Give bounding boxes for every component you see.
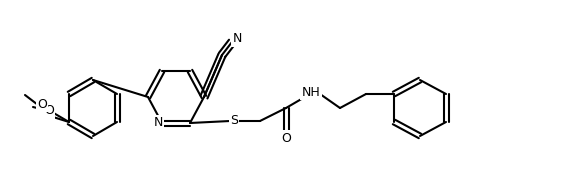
Text: N: N: [153, 117, 162, 129]
Text: S: S: [230, 114, 238, 128]
Text: NH: NH: [302, 85, 320, 98]
Text: O: O: [44, 105, 54, 117]
Text: N: N: [232, 33, 242, 45]
Text: O: O: [281, 132, 291, 144]
Text: O: O: [37, 97, 47, 110]
